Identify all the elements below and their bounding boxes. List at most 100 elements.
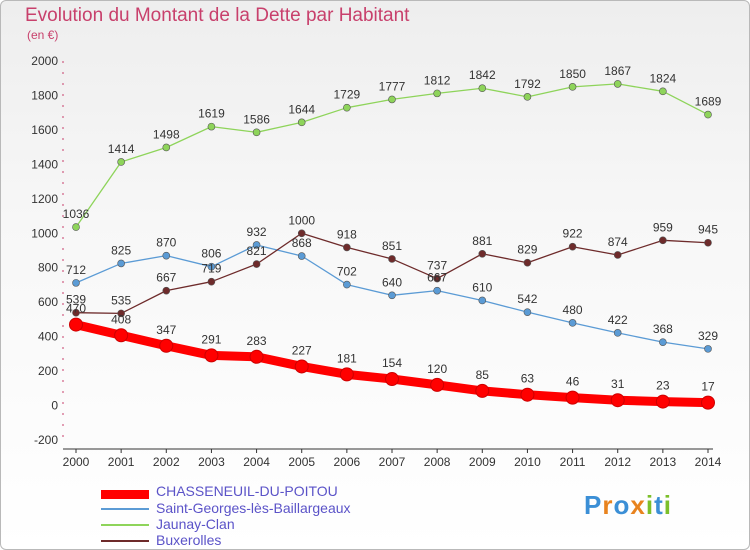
logo-letter: i [663,490,672,520]
legend-label-chasseneuil: CHASSENEUIL-DU-POITOU [156,483,338,499]
data-point [613,251,622,259]
x-tick-label: 2001 [108,455,135,469]
data-label: 1729 [334,88,361,102]
data-point [613,329,622,337]
data-point [659,236,667,245]
data-point [704,238,712,247]
data-label: 408 [111,312,131,326]
data-label: 825 [111,243,131,257]
y-tick-label: 2000 [31,54,58,68]
data-point [568,242,577,251]
data-label: 918 [337,227,357,241]
data-label: 1850 [559,67,586,81]
data-point [385,372,399,387]
data-point [72,308,80,317]
data-point [117,259,125,268]
data-label: 932 [247,225,267,239]
x-tick-label: 2004 [243,455,270,469]
data-point [523,308,532,316]
data-point [343,243,351,252]
data-label: 542 [517,292,537,306]
data-label: 1792 [514,77,541,91]
data-point [159,338,174,353]
logo-letter: i [645,490,655,520]
data-point [433,89,441,98]
data-point [339,367,354,382]
data-label: 945 [698,223,718,237]
logo-letter: o [613,490,631,520]
data-label: 480 [563,303,583,317]
y-tick-label: 1200 [31,192,58,206]
data-label: 23 [656,379,670,393]
data-label: 959 [653,220,673,234]
y-tick-label: 400 [38,330,58,344]
x-tick-label: 2000 [63,455,90,469]
data-label: 667 [427,271,447,285]
x-tick-label: 2010 [514,455,541,469]
data-label: 470 [66,302,86,316]
data-label: 851 [382,239,402,253]
data-point [69,317,83,332]
x-tick-label: 2003 [198,455,225,469]
data-point [252,128,261,137]
series-line [75,83,709,228]
logo-letter: P [584,490,603,520]
legend-label-buxerolles: Buxerolles [156,532,222,548]
x-tick-label: 2002 [153,455,180,469]
legend-swatch-jaunay-clan [101,524,149,526]
data-label: 829 [517,243,537,257]
data-label: 667 [156,271,176,285]
data-label: 870 [156,236,176,250]
data-label: 1777 [379,79,406,93]
data-point [520,387,535,402]
y-tick-label: 600 [38,295,58,309]
data-point [162,286,171,295]
data-label: 1644 [288,102,315,116]
data-point [114,328,129,343]
legend-label-jaunay-clan: Jaunay-Clan [156,516,235,532]
x-tick-label: 2013 [650,455,677,469]
logo-letter: r [602,490,614,520]
data-label: 806 [201,247,221,261]
data-point [659,338,667,346]
data-label: 1000 [288,213,315,227]
data-point [72,279,80,287]
x-tick-label: 2014 [695,455,722,469]
data-point [343,280,351,289]
data-label: 63 [521,372,535,386]
data-label: 1867 [604,64,631,78]
y-tick-label: -200 [34,433,58,447]
data-label: 1689 [695,95,722,109]
data-point [207,277,216,286]
data-point [568,319,577,327]
data-point [701,395,715,410]
x-tick-label: 2007 [379,455,406,469]
data-point [388,291,396,300]
data-label: 1824 [650,71,677,85]
legend-label-saint-georges: Saint-Georges-lès-Baillargeaux [156,500,351,516]
data-label: 737 [427,259,447,273]
data-point [343,103,351,112]
data-label: 719 [201,262,221,276]
data-point [659,87,667,96]
data-point [207,262,216,271]
data-point [610,393,625,408]
data-label: 347 [156,323,176,337]
data-label: 640 [382,275,402,289]
data-point [704,110,712,119]
data-label: 610 [472,280,492,294]
data-point [704,345,712,353]
data-label: 874 [608,235,628,249]
y-tick-label: 1800 [31,88,58,102]
data-label: 1498 [153,127,180,141]
data-point [568,83,577,91]
data-label: 17 [701,380,715,394]
data-point [523,258,532,267]
data-label: 31 [611,377,625,391]
data-label: 46 [566,375,580,389]
data-point [433,274,441,283]
data-point [478,249,487,258]
data-label: 154 [382,356,402,370]
data-point [162,143,171,152]
x-tick-label: 2011 [560,455,586,469]
